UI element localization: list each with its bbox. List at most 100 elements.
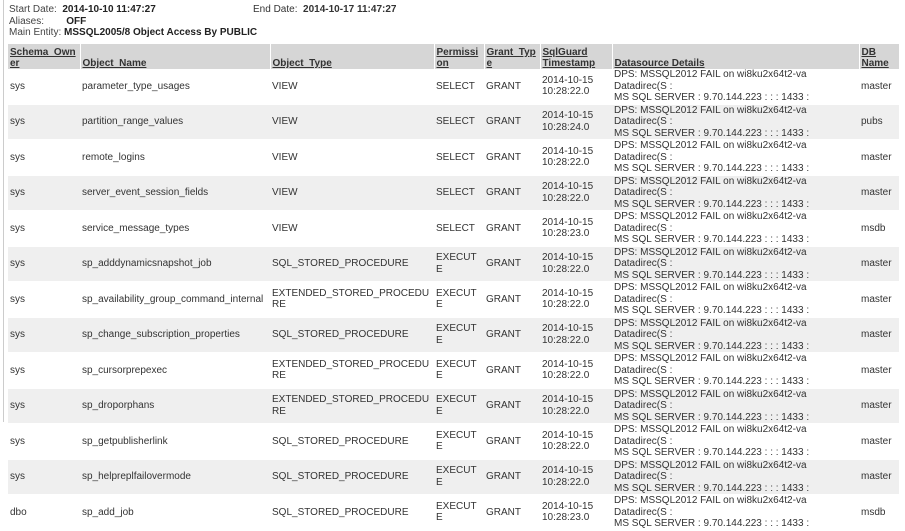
datasource-line: MS SQL SERVER : 9.70.144.223 : : : 1433 … xyxy=(614,482,810,494)
aliases-label: Aliases: xyxy=(9,15,45,27)
datasource-line: DPS: MSSQL2012 FAIL on wi8ku2x64t2-va Da… xyxy=(614,175,807,199)
timestamp-date: 2014-10-15 xyxy=(542,358,594,370)
cell-permission: SELECT xyxy=(434,175,484,211)
cell-object-type: SQL_STORED_PROCEDURE xyxy=(270,423,434,460)
cell-schema-owner: sys xyxy=(8,139,80,176)
column-header-link[interactable]: Schema_Owner xyxy=(10,47,76,69)
datasource-line: MS SQL SERVER : 9.70.144.223 : : : 1433 … xyxy=(614,518,810,529)
column-header-link[interactable]: DB Name xyxy=(861,47,889,69)
column-header-link[interactable]: Grant_Type xyxy=(486,47,536,69)
table-row: sys sp_adddynamicsnapshot_job SQL_STORED_P… xyxy=(8,246,899,282)
cell-timestamp: 2014-10-15 10:28:24.0 xyxy=(540,104,612,140)
timestamp-time: 10:28:22.0 xyxy=(542,370,590,382)
cell-schema-owner: sys xyxy=(8,352,80,389)
timestamp-date: 2014-10-15 xyxy=(542,252,594,264)
cell-object-type: VIEW xyxy=(270,104,434,140)
cell-timestamp: 2014-10-15 10:28:22.0 xyxy=(540,281,612,318)
cell-schema-owner: sys xyxy=(8,246,80,282)
table-row: sys partition_range_values VIEW SELECT GRANT… xyxy=(8,104,899,140)
datasource-line: MS SQL SERVER : 9.70.144.223 : : : 1433 … xyxy=(614,340,810,352)
column-header-permission[interactable]: Permission xyxy=(434,44,485,69)
cell-timestamp: 2014-10-15 10:28:22.0 xyxy=(540,388,612,424)
cell-permission: EXECUTE xyxy=(434,317,484,353)
timestamp-date: 2014-10-15 xyxy=(542,287,594,299)
cell-db-name: master xyxy=(859,281,899,318)
datasource-line: MS SQL SERVER : 9.70.144.223 : : : 1433 … xyxy=(614,234,810,245)
cell-object-type: SQL_STORED_PROCEDURE xyxy=(270,317,434,353)
cell-object-type: EXTENDED_STORED_PROCEDURE xyxy=(270,281,434,318)
cell-grant-type: GRANT xyxy=(484,317,540,353)
timestamp-date: 2014-10-15 xyxy=(542,323,594,335)
report-header: Start Date: 2014-10-10 11:47:27 Aliases:… xyxy=(9,4,257,39)
cell-schema-owner: sys xyxy=(8,281,80,318)
column-header-link[interactable]: SqlGuard Timestamp xyxy=(542,47,596,69)
cell-grant-type: GRANT xyxy=(484,352,540,389)
cell-timestamp: 2014-10-15 10:28:22.0 xyxy=(540,139,612,176)
timestamp-date: 2014-10-15 xyxy=(542,394,594,406)
cell-timestamp: 2014-10-15 10:28:23.0 xyxy=(540,210,612,247)
cell-object-name: sp_change_subscription_properties xyxy=(80,317,270,353)
cell-db-name: master xyxy=(859,246,899,282)
table-row: sys sp_getpublisherlink SQL_STORED_PROCEDU… xyxy=(8,423,899,460)
cell-grant-type: GRANT xyxy=(484,281,540,318)
end-date-value: 2014-10-17 11:47:27 xyxy=(303,4,397,15)
cell-schema-owner: sys xyxy=(8,388,80,424)
column-header-object-name[interactable]: Object_Name xyxy=(80,44,271,69)
cell-object-name: server_event_session_fields xyxy=(80,175,270,211)
column-header-schema-owner[interactable]: Schema_Owner xyxy=(8,44,81,69)
cell-db-name: master xyxy=(859,69,899,105)
start-date-value: 2014-10-10 11:47:27 xyxy=(62,4,156,15)
column-header-timestamp[interactable]: SqlGuard Timestamp xyxy=(540,44,613,69)
cell-grant-type: GRANT xyxy=(484,246,540,282)
timestamp-date: 2014-10-15 xyxy=(542,110,594,122)
datasource-line: DPS: MSSQL2012 FAIL on wi8ku2x64t2-va Da… xyxy=(614,459,807,483)
table-row: sys sp_droporphans EXTENDED_STORED_PROCEDU… xyxy=(8,388,899,424)
cell-timestamp: 2014-10-15 10:28:22.0 xyxy=(540,246,612,282)
timestamp-time: 10:28:22.0 xyxy=(542,263,590,275)
cell-permission: EXECUTE xyxy=(434,281,484,318)
cell-grant-type: GRANT xyxy=(484,175,540,211)
column-header-datasource-details[interactable]: Datasource Details xyxy=(612,44,860,69)
cell-schema-owner: sys xyxy=(8,69,80,105)
datasource-line: MS SQL SERVER : 9.70.144.223 : : : 1433 … xyxy=(614,163,810,174)
datasource-line: MS SQL SERVER : 9.70.144.223 : : : 1433 … xyxy=(614,305,810,316)
column-header-link[interactable]: Object_Name xyxy=(82,58,147,69)
column-header-db-name[interactable]: DB Name xyxy=(859,44,900,69)
cell-permission: EXECUTE xyxy=(434,423,484,460)
datasource-line: DPS: MSSQL2012 FAIL on wi8ku2x64t2-va Da… xyxy=(614,69,807,92)
datasource-line: MS SQL SERVER : 9.70.144.223 : : : 1433 … xyxy=(614,269,810,281)
cell-datasource-details: DPS: MSSQL2012 FAIL on wi8ku2x64t2-va Da… xyxy=(612,175,859,211)
datasource-line: MS SQL SERVER : 9.70.144.223 : : : 1433 … xyxy=(614,127,810,139)
cell-db-name: master xyxy=(859,352,899,389)
cell-timestamp: 2014-10-15 10:28:22.0 xyxy=(540,423,612,460)
timestamp-time: 10:28:23.0 xyxy=(542,228,590,240)
cell-permission: EXECUTE xyxy=(434,459,484,495)
table-row: dbo sp_add_job SQL_STORED_PROCEDURE EXECUTE… xyxy=(8,494,899,531)
cell-grant-type: GRANT xyxy=(484,210,540,247)
column-header-link[interactable]: Permission xyxy=(436,47,479,69)
cell-schema-owner: sys xyxy=(8,423,80,460)
cell-permission: EXECUTE xyxy=(434,388,484,424)
datasource-line: DPS: MSSQL2012 FAIL on wi8ku2x64t2-va Da… xyxy=(614,104,807,128)
results-table: Schema_Owner Object_Name Object_Type Permis… xyxy=(8,44,900,531)
table-row: sys parameter_type_usages VIEW SELECT GRANT 2… xyxy=(8,69,899,105)
cell-timestamp: 2014-10-15 10:28:22.0 xyxy=(540,459,612,495)
timestamp-date: 2014-10-15 xyxy=(542,429,594,441)
column-header-object-type[interactable]: Object_Type xyxy=(270,44,435,69)
column-header-grant-type[interactable]: Grant_Type xyxy=(484,44,541,69)
datasource-line: DPS: MSSQL2012 FAIL on wi8ku2x64t2-va Da… xyxy=(614,211,807,234)
column-header-link[interactable]: Datasource Details xyxy=(614,58,705,69)
cell-object-name: sp_add_job xyxy=(80,494,270,531)
cell-datasource-details: DPS: MSSQL2012 FAIL on wi8ku2x64t2-va Da… xyxy=(612,352,859,389)
end-date: End Date: 2014-10-17 11:47:27 xyxy=(253,4,396,15)
cell-timestamp: 2014-10-15 10:28:23.0 xyxy=(540,494,612,531)
column-header-link[interactable]: Object_Type xyxy=(272,58,332,69)
cell-datasource-details: DPS: MSSQL2012 FAIL on wi8ku2x64t2-va Da… xyxy=(612,459,859,495)
cell-schema-owner: dbo xyxy=(8,494,80,531)
cell-grant-type: GRANT xyxy=(484,69,540,105)
cell-timestamp: 2014-10-15 10:28:22.0 xyxy=(540,175,612,211)
cell-datasource-details: DPS: MSSQL2012 FAIL on wi8ku2x64t2-va Da… xyxy=(612,388,859,424)
cell-permission: EXECUTE xyxy=(434,246,484,282)
cell-db-name: master xyxy=(859,388,899,424)
table-row: sys sp_availability_group_command_interna… xyxy=(8,281,899,318)
